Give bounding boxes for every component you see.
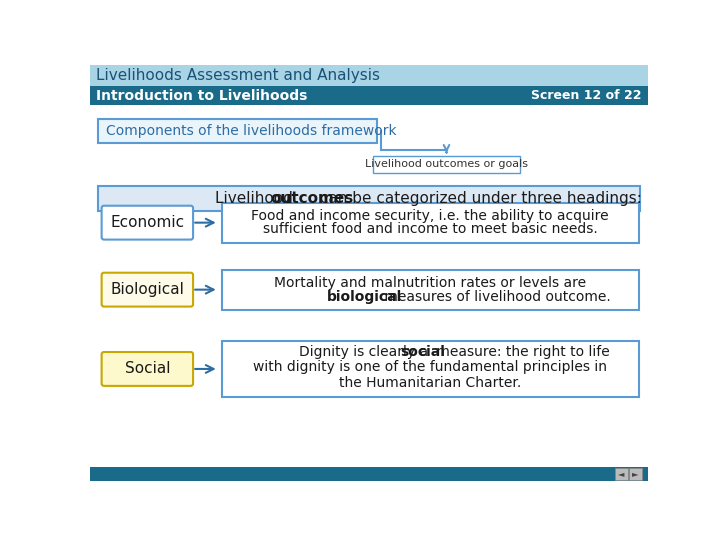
Text: Screen 12 of 22: Screen 12 of 22 — [531, 89, 642, 102]
Text: with dignity is one of the fundamental principles in: with dignity is one of the fundamental p… — [253, 360, 607, 374]
FancyBboxPatch shape — [98, 186, 640, 211]
Text: Components of the livelihoods framework: Components of the livelihoods framework — [106, 124, 396, 138]
FancyBboxPatch shape — [98, 119, 377, 143]
FancyBboxPatch shape — [102, 273, 193, 307]
FancyBboxPatch shape — [373, 156, 520, 173]
Text: measure: the right to life: measure: the right to life — [432, 345, 610, 359]
Text: ►: ► — [632, 469, 639, 478]
FancyBboxPatch shape — [90, 65, 648, 86]
Text: Biological: Biological — [110, 282, 184, 297]
Text: Social: Social — [125, 361, 170, 376]
Text: Livelihoods Assessment and Analysis: Livelihoods Assessment and Analysis — [96, 68, 380, 83]
Text: biological: biological — [327, 289, 402, 303]
FancyBboxPatch shape — [102, 352, 193, 386]
FancyBboxPatch shape — [222, 341, 639, 397]
Text: Mortality and malnutrition rates or levels are: Mortality and malnutrition rates or leve… — [274, 276, 586, 289]
FancyBboxPatch shape — [222, 269, 639, 309]
Text: social: social — [400, 345, 445, 359]
Text: Economic: Economic — [110, 215, 184, 230]
Text: Food and income security, i.e. the ability to acquire: Food and income security, i.e. the abili… — [251, 210, 609, 224]
Text: Introduction to Livelihoods: Introduction to Livelihoods — [96, 89, 307, 103]
Text: Livelihood: Livelihood — [215, 191, 298, 206]
Text: ◄: ◄ — [618, 469, 624, 478]
Text: Dignity is clearly a: Dignity is clearly a — [299, 345, 433, 359]
FancyBboxPatch shape — [90, 86, 648, 105]
FancyBboxPatch shape — [629, 468, 642, 480]
Text: outcomes: outcomes — [271, 191, 354, 206]
Text: Livelihood outcomes or goals: Livelihood outcomes or goals — [365, 159, 528, 169]
FancyBboxPatch shape — [615, 468, 628, 480]
Text: the Humanitarian Charter.: the Humanitarian Charter. — [339, 376, 521, 390]
Text: sufficient food and income to meet basic needs.: sufficient food and income to meet basic… — [263, 222, 598, 236]
FancyBboxPatch shape — [222, 202, 639, 242]
Text: can be categorized under three headings:: can be categorized under three headings: — [315, 191, 642, 206]
FancyBboxPatch shape — [102, 206, 193, 240]
FancyBboxPatch shape — [90, 467, 648, 481]
Text: measures of livelihood outcome.: measures of livelihood outcome. — [380, 289, 611, 303]
